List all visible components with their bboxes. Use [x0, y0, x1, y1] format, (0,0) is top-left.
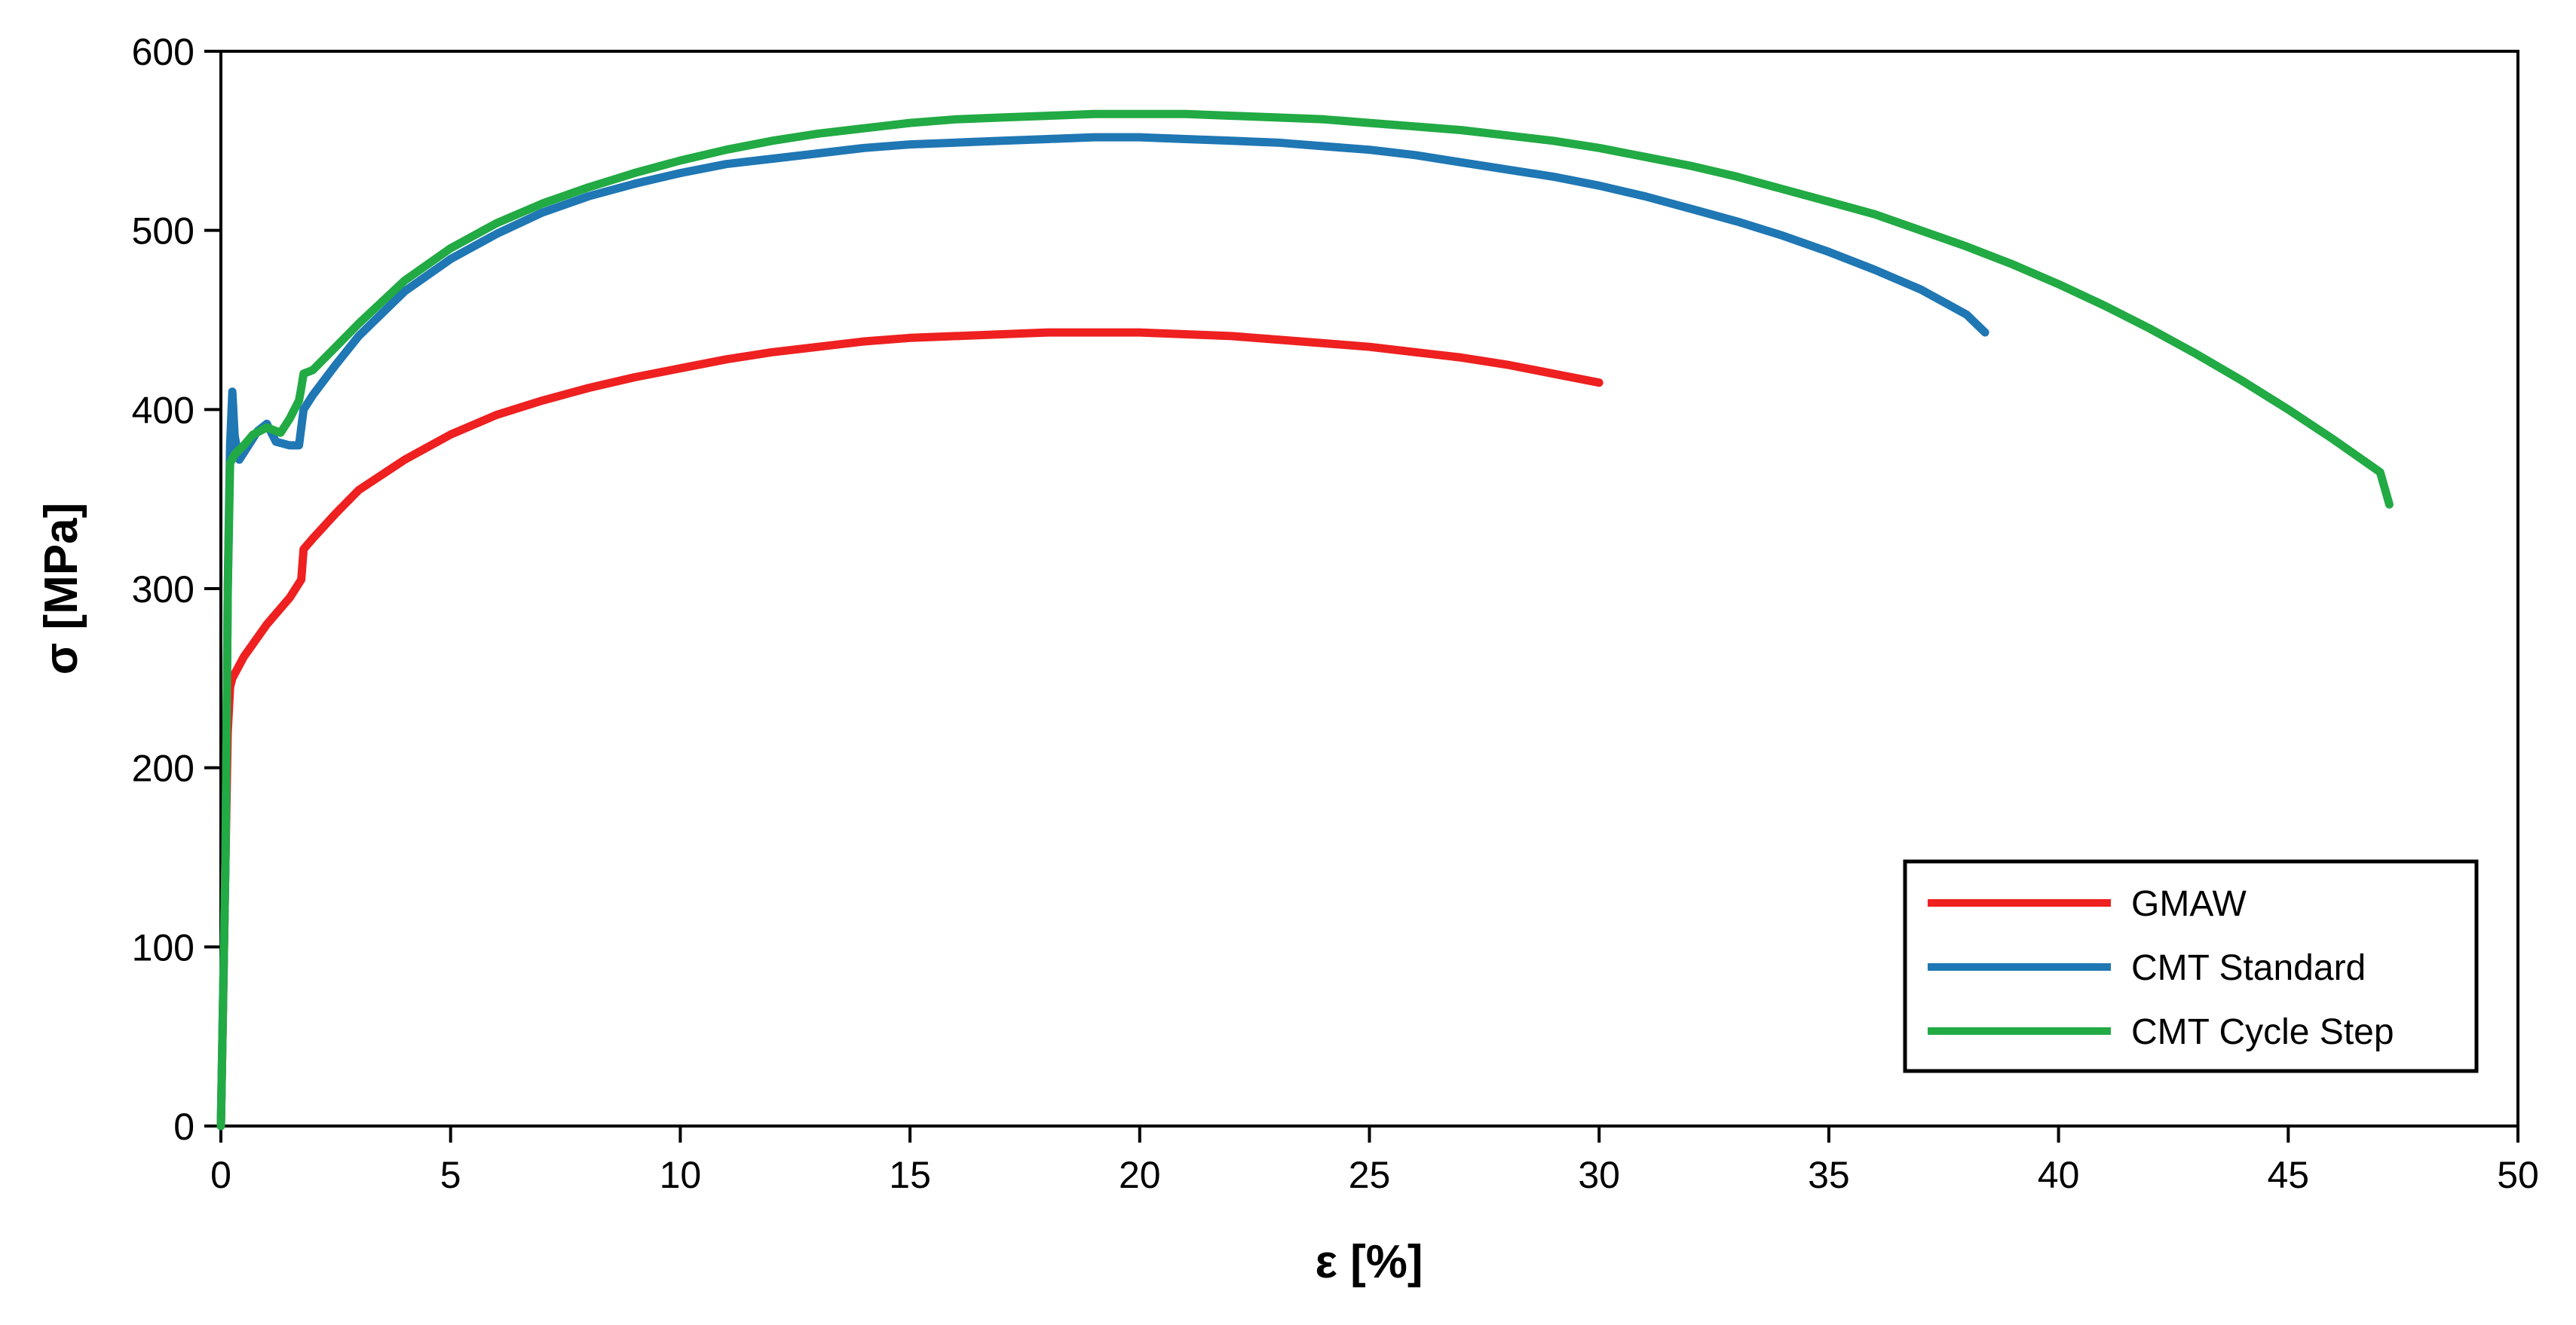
x-axis-title: ε [%] [1315, 1236, 1423, 1288]
y-axis-title: σ [MPa] [35, 503, 87, 675]
series-line-gmaw [216, 328, 1603, 1131]
y-tick-label: 400 [132, 389, 195, 431]
y-tick-label: 600 [132, 31, 195, 73]
legend-label-cmt-standard: CMT Standard [2131, 948, 2366, 988]
x-tick-label: 50 [2497, 1154, 2539, 1196]
x-tick-label: 10 [660, 1154, 702, 1196]
series-line-cmt-cycle-step [216, 109, 2394, 1131]
y-tick-label: 0 [173, 1106, 195, 1148]
legend-label-gmaw: GMAW [2131, 884, 2247, 924]
y-tick-label: 100 [132, 926, 195, 969]
x-tick-label: 0 [210, 1154, 231, 1196]
x-tick-label: 25 [1349, 1154, 1391, 1196]
x-tick-label: 5 [440, 1154, 461, 1196]
x-tick-label: 45 [2267, 1154, 2309, 1196]
y-tick-label: 500 [132, 210, 195, 252]
x-tick-label: 35 [1808, 1154, 1850, 1196]
x-tick-label: 20 [1119, 1154, 1161, 1196]
series-lines [216, 109, 2394, 1131]
x-axis: 0 5 10 15 20 25 30 35 40 45 50 [210, 1126, 2539, 1196]
y-axis: 0 100 200 300 400 500 600 [132, 31, 221, 1148]
y-tick-label: 200 [132, 748, 195, 790]
legend: GMAW CMT Standard CMT Cycle Step [1903, 859, 2479, 1073]
x-tick-label: 15 [889, 1154, 931, 1196]
x-tick-label: 30 [1578, 1154, 1620, 1196]
y-tick-label: 300 [132, 568, 195, 610]
legend-label-cmt-cycle-step: CMT Cycle Step [2131, 1012, 2394, 1052]
x-tick-label: 40 [2038, 1154, 2080, 1196]
